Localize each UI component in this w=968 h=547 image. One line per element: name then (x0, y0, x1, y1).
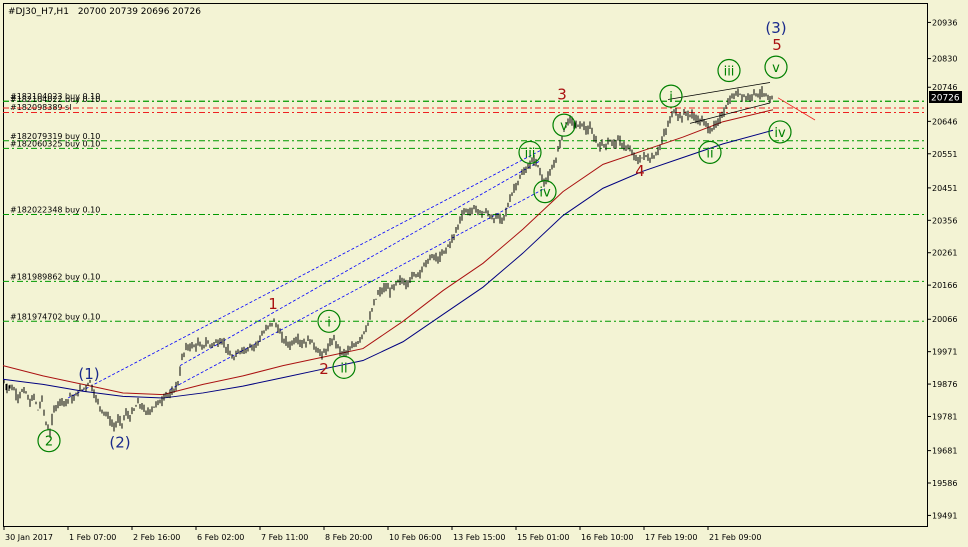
chart-header: #DJ30_H7,H1 20700 20739 20696 20726 (8, 7, 201, 17)
wave-label: iv (774, 126, 786, 141)
y-tick-label: 19681 (932, 447, 957, 456)
wave-label: 4 (635, 162, 645, 180)
y-tick-label: 20830 (932, 55, 957, 64)
wave-circle (317, 309, 341, 333)
y-tick-label: 20356 (932, 216, 957, 225)
wave-circle (518, 140, 542, 165)
symbol-label: #DJ30_H7,H1 (8, 7, 69, 17)
order-level-label: #182079319 buy 0.10 (10, 132, 100, 141)
x-tick-label: 15 Feb 01:00 (517, 533, 569, 542)
x-tick-label: 7 Feb 11:00 (261, 533, 308, 542)
x-tick-label: 21 Feb 09:00 (709, 533, 761, 542)
y-tick-label: 20936 (932, 18, 957, 27)
wave-label: 2 (45, 435, 53, 450)
channel-upper-line (67, 150, 541, 399)
order-level-label: #182104022 buy 0.10 (10, 95, 100, 104)
wave-label: 5 (772, 36, 782, 54)
wave-label: 1 (268, 295, 278, 313)
order-level-label: #182022348 buy 0.10 (10, 206, 100, 215)
x-tick-label: 16 Feb 10:00 (581, 533, 633, 542)
wave-label: iv (539, 186, 551, 201)
wave-circle (37, 429, 61, 453)
wave-label: (2) (109, 433, 130, 451)
moving-averages (2, 109, 774, 399)
y-tick-label: 20451 (932, 184, 957, 193)
wave-circle (698, 140, 722, 165)
order-level-label: #182060325 buy 0.10 (10, 139, 100, 148)
wave-label: (1) (78, 365, 99, 383)
wave-circle (659, 84, 683, 108)
ohlc-values: 20700 20739 20696 20726 (78, 7, 201, 17)
x-tick-label: 10 Feb 06:00 (389, 533, 441, 542)
wave-circle (764, 55, 788, 79)
x-tick-label: 1 Feb 07:00 (69, 533, 116, 542)
y-tick-label: 19781 (932, 412, 957, 421)
y-tick-label: 20066 (932, 315, 957, 324)
current-price-marker: 20726 (929, 91, 962, 104)
price-axis: 20936 20830 20746 20646 20551 20451 20356 20261… (927, 18, 957, 520)
wave-label: (3) (765, 19, 786, 37)
order-level-label: #181974702 buy 0.10 (10, 312, 100, 321)
wedge-upper-line (667, 82, 771, 100)
current-price-label: 20726 (931, 94, 960, 104)
y-tick-label: 19491 (932, 511, 957, 520)
projection-line (777, 97, 816, 121)
wave-label: i (669, 90, 673, 105)
wave-label: ii (706, 146, 713, 161)
y-tick-label: 20646 (932, 117, 957, 126)
wave-circle (552, 113, 576, 137)
time-axis: 30 Jan 2017 1 Feb 07:00 2 Feb 16:00 6 Feb 0… (3, 526, 761, 542)
plot-frame (3, 3, 928, 527)
y-tick-label: 19876 (932, 380, 957, 389)
ma-slow-line (2, 129, 774, 399)
wave-circle (533, 180, 557, 204)
order-level-label: #181989862 buy 0.10 (10, 272, 100, 281)
x-tick-label: 30 Jan 2017 (5, 533, 53, 542)
price-bars (3, 86, 773, 438)
wave-circle (768, 120, 792, 144)
wave-label: iii (525, 146, 536, 161)
wedge-lower-line (689, 102, 771, 124)
x-tick-label: 17 Feb 19:00 (645, 533, 697, 542)
order-levels: #182104023 buy 0.10#182104022 buy 0.10 #1… (3, 92, 927, 322)
channel-mid-line (179, 160, 541, 366)
wave-label: 3 (557, 85, 567, 103)
y-tick-label: 20261 (932, 249, 957, 258)
y-tick-label: 20551 (932, 150, 957, 159)
x-tick-label: 2 Feb 16:00 (133, 533, 180, 542)
x-tick-label: 6 Feb 02:00 (197, 533, 244, 542)
wave-circle (332, 355, 356, 379)
wave-circle (717, 58, 741, 83)
y-tick-label: 19586 (932, 479, 957, 488)
y-tick-label: 20746 (932, 83, 957, 92)
x-tick-label: 13 Feb 15:00 (453, 533, 505, 542)
wave-label: v (772, 61, 780, 76)
x-tick-label: 8 Feb 20:00 (325, 533, 372, 542)
wave-label: ii (340, 361, 347, 376)
order-level-label: #182104023 buy 0.10 (10, 92, 100, 101)
wave-label: iii (724, 65, 735, 80)
y-tick-label: 19971 (932, 348, 957, 357)
wave-label: 2 (319, 360, 329, 378)
wave-label: v (560, 119, 568, 134)
y-tick-label: 20166 (932, 281, 957, 290)
wave-label: i (327, 315, 331, 330)
ma-fast-line (2, 109, 774, 396)
